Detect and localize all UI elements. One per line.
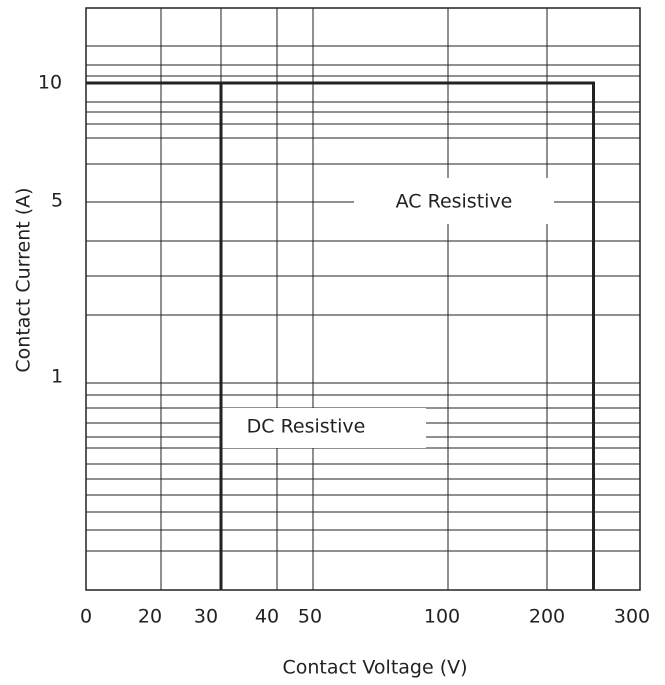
y-tick-label: 5: [51, 190, 63, 212]
y-tick-label: 1: [51, 366, 63, 388]
ac-label-background: [354, 178, 554, 224]
x-tick-label: 100: [424, 606, 460, 628]
x-tick-label: 300: [614, 606, 650, 628]
x-tick-label: 200: [529, 606, 565, 628]
dc-resistive-curve: [86, 81, 223, 590]
x-axis-title: Contact Voltage (V): [282, 657, 467, 679]
dc-label-background: [222, 408, 426, 448]
x-tick-label: 0: [80, 606, 92, 628]
vertical-grid-lines: [160, 8, 548, 590]
x-tick-label: 30: [194, 606, 218, 628]
ac-resistive-label: AC Resistive: [396, 191, 513, 213]
x-tick-label: 50: [298, 606, 322, 628]
x-tick-label: 40: [255, 606, 279, 628]
plot-frame: [85, 7, 641, 591]
dc-resistive-label: DC Resistive: [247, 416, 366, 438]
horizontal-grid-lines: [86, 45, 640, 552]
ac-resistive-curve: [86, 81, 595, 590]
y-axis-title: Contact Current (A): [13, 187, 35, 372]
x-tick-label: 20: [138, 606, 162, 628]
y-tick-label: 10: [38, 72, 62, 94]
